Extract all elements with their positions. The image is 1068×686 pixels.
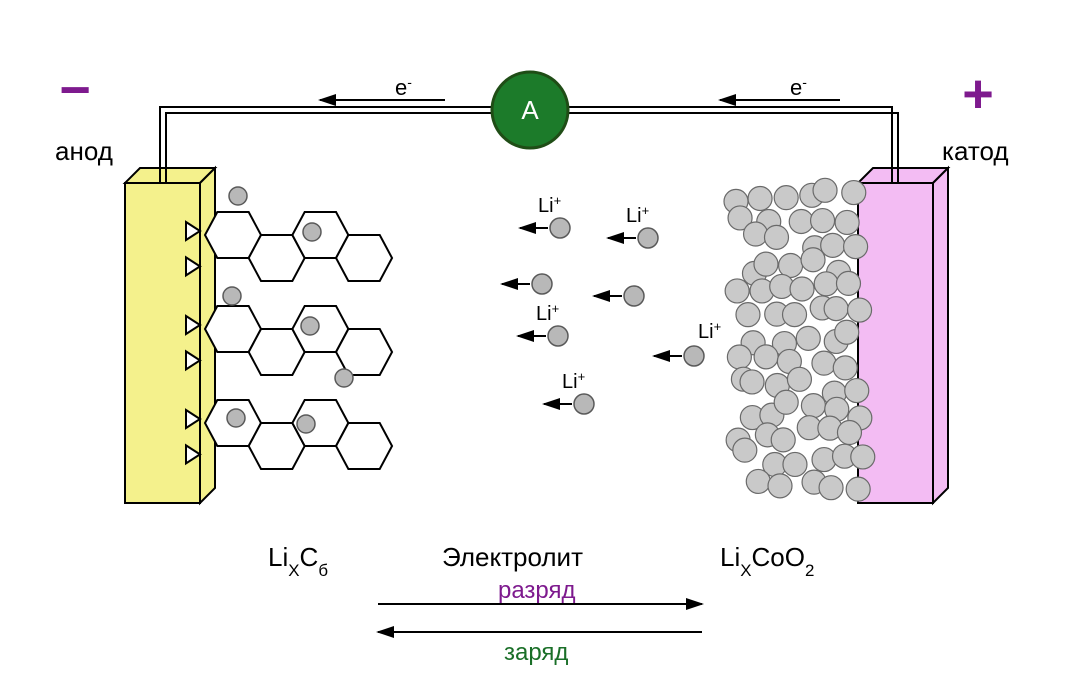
cathode-label: катод [942, 136, 1009, 166]
charge-label: заряд [504, 639, 568, 666]
diagram-svg: Ae-e-−анод+катодLi+Li+Li+Li+Li+LiXCбЭлек… [0, 0, 1068, 686]
discharge-label: разряд [498, 577, 576, 604]
li-ion-3 [624, 286, 644, 306]
electrolyte-label: Электролит [442, 542, 583, 572]
li-ion-6 [574, 394, 594, 414]
li-ion-2 [532, 274, 552, 294]
anode-label: анод [55, 136, 113, 166]
li-ion-4 [548, 326, 568, 346]
minus-symbol: − [59, 60, 91, 120]
graphite-layers [186, 212, 392, 469]
li-ion-5 [684, 346, 704, 366]
diagram-stage: Ae-e-−анод+катодLi+Li+Li+Li+Li+LiXCбЭлек… [0, 0, 1068, 686]
plus-symbol: + [962, 64, 994, 124]
li-ion-1 [638, 228, 658, 248]
ammeter-label: A [521, 95, 539, 125]
cathode-atoms [724, 178, 875, 501]
li-ion-0 [550, 218, 570, 238]
cathode-electrode-side [933, 168, 948, 503]
